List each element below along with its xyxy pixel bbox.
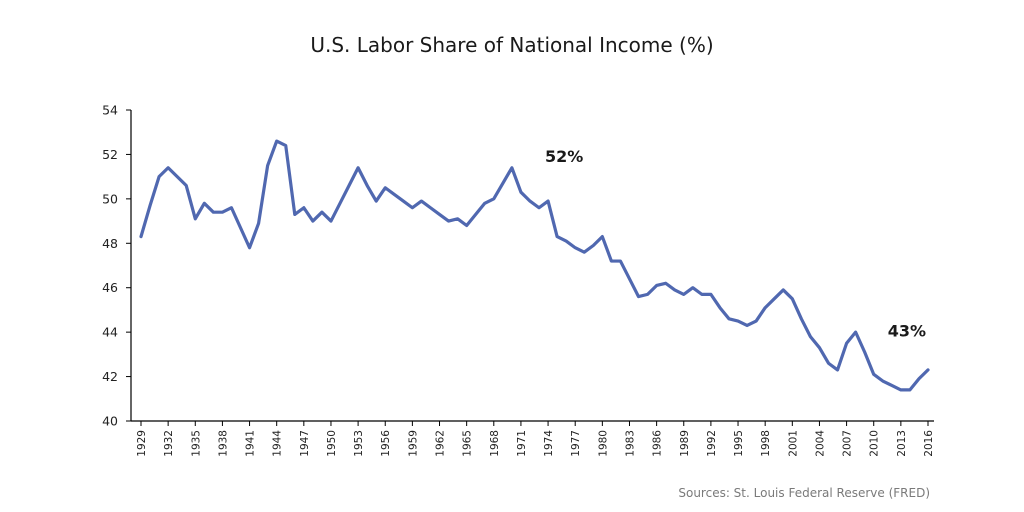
x-tick-label: 2016	[923, 430, 935, 457]
x-tick-label: 1947	[299, 430, 311, 457]
x-tick-label: 1977	[570, 430, 582, 457]
source-note: Sources: St. Louis Federal Reserve (FRED…	[678, 486, 930, 500]
x-tick-label: 1971	[516, 430, 528, 457]
y-tick-label: 42	[102, 369, 118, 384]
y-tick-label: 40	[102, 414, 118, 429]
x-tick-label: 2010	[869, 430, 881, 457]
x-tick-label: 1986	[652, 430, 664, 457]
x-tick-label: 1941	[245, 430, 257, 457]
x-tick-label: 1962	[435, 430, 447, 457]
x-tick-label: 1932	[163, 430, 175, 457]
y-tick-label: 50	[102, 191, 118, 206]
x-tick-label: 1983	[624, 430, 636, 457]
x-tick-label: 2001	[787, 430, 799, 457]
x-tick-label: 1992	[706, 430, 718, 457]
x-tick-label: 2013	[896, 430, 908, 457]
y-tick-label: 46	[102, 280, 118, 295]
x-tick-label: 1944	[272, 430, 284, 457]
y-axis-ticks: 40 42 44 46 48 50 52 54	[102, 103, 131, 429]
x-axis-ticks: 1929 1932 1935 1938 1941 1944 1947 1950 1953 1956…	[136, 421, 935, 457]
x-tick-label: 1989	[679, 430, 691, 457]
x-tick-label: 1998	[760, 430, 772, 457]
x-tick-label: 1935	[190, 430, 202, 457]
annotation-label: 52%	[545, 147, 583, 166]
y-tick-label: 44	[102, 325, 118, 340]
x-tick-label: 1950	[326, 430, 338, 457]
x-tick-label: 2004	[814, 430, 826, 457]
x-tick-label: 1929	[136, 430, 148, 457]
annotation-layer: 52% 43%	[545, 147, 926, 341]
x-tick-label: 1995	[733, 430, 745, 457]
annotation-label: 43%	[888, 322, 926, 341]
series-layer	[139, 139, 930, 392]
y-tick-label: 54	[102, 103, 118, 118]
series-line	[139, 139, 930, 392]
x-tick-label: 1980	[597, 430, 609, 457]
x-tick-label: 1959	[407, 430, 419, 457]
x-tick-label: 1974	[543, 430, 555, 457]
x-tick-label: 2007	[842, 430, 854, 457]
x-tick-label: 1938	[217, 430, 229, 457]
y-tick-label: 48	[102, 236, 118, 251]
x-tick-label: 1965	[462, 430, 474, 457]
x-tick-label: 1956	[380, 430, 392, 457]
x-tick-label: 1968	[489, 430, 501, 457]
y-tick-label: 52	[102, 147, 118, 162]
chart-title: U.S. Labor Share of National Income (%)	[310, 33, 713, 57]
x-tick-label: 1953	[353, 430, 365, 457]
